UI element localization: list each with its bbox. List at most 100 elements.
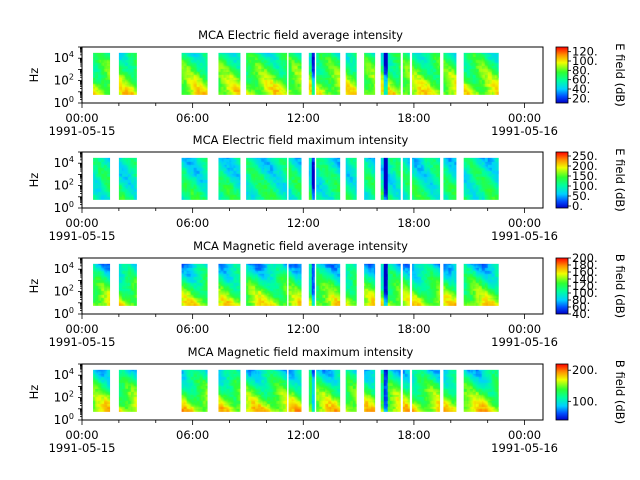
spectrogram-segment	[218, 157, 241, 200]
x-tick-label: 06:00	[176, 216, 209, 230]
colorbar-tick-label: 200.	[572, 363, 598, 377]
colorbar-label: E field (dB)	[613, 43, 627, 107]
x-tick-date: 1991-05-16	[491, 124, 558, 138]
y-tick-label: 104	[54, 261, 74, 276]
x-tick-label: 12:00	[287, 111, 320, 125]
spectrogram-segment	[181, 369, 208, 412]
panel-title: MCA Magnetic field maximum intensity	[188, 345, 414, 359]
colorbar-label: E field (dB)	[613, 148, 627, 212]
spectrogram-segment	[463, 157, 499, 200]
panel-title: MCA Electric field maximum intensity	[193, 133, 409, 147]
y-tick-label: 104	[54, 367, 74, 382]
spectrogram-segment	[218, 263, 241, 306]
colorbar-tick-label: 80.	[572, 293, 590, 307]
x-tick-label: 06:00	[176, 322, 209, 336]
x-tick-label: 18:00	[397, 216, 430, 230]
spectrogram-segment	[246, 263, 288, 306]
spectrogram-segment	[246, 52, 288, 95]
spectrogram-segment	[345, 52, 357, 95]
panel-2: MCA Electric field maximum intensity 100 1…	[27, 133, 627, 243]
spectrogram-segment	[118, 157, 137, 200]
colorbar-tick-label: 120.	[572, 45, 598, 59]
x-tick-date: 1991-05-15	[49, 124, 116, 138]
spectrogram-segment	[364, 157, 376, 200]
colorbar-tick-label: 100.	[572, 54, 598, 68]
spectrogram-segment	[412, 263, 441, 306]
spectrogram-segment	[181, 157, 208, 200]
y-axis-label: Hz	[27, 68, 41, 83]
spectrogram-segment	[246, 369, 288, 412]
colorbar-tick-label: 150.	[572, 169, 598, 183]
spectrogram-segment	[316, 157, 341, 200]
colorbar-tick-label: 60.	[572, 300, 590, 314]
spectrogram-segment	[345, 263, 357, 306]
colorbar-tick-label: 40.	[572, 82, 590, 96]
x-tick-label: 06:00	[176, 428, 209, 442]
spectrogram-segment	[463, 263, 499, 306]
y-tick-label: 102	[54, 178, 74, 193]
x-tick-label: 18:00	[397, 428, 430, 442]
spectrogram-segment	[380, 157, 401, 200]
colorbar-tick-label: 100.	[572, 286, 598, 300]
x-tick-label: 18:00	[397, 322, 430, 336]
colorbar-tick-label: 80.	[572, 63, 590, 77]
x-tick-date: 1991-05-16	[491, 441, 558, 455]
y-tick-label: 104	[54, 50, 74, 65]
spectrogram-segment	[308, 369, 315, 412]
spectrogram-segment	[316, 263, 341, 306]
spectrogram-segment	[412, 52, 441, 95]
spectrogram-segment	[316, 369, 341, 412]
colorbar-tick-label: 50.	[572, 189, 590, 203]
spectrogram-segment	[364, 263, 376, 306]
x-tick-label: 06:00	[176, 111, 209, 125]
spectrogram-segment	[443, 52, 457, 95]
spectrogram-segment	[308, 157, 315, 200]
colorbar-tick-label: 0.	[572, 199, 583, 213]
x-tick-date: 1991-05-15	[49, 229, 116, 243]
spectrogram-segment	[308, 52, 315, 95]
colorbar-label: B field (dB)	[613, 254, 627, 318]
spectrogram-segment	[402, 52, 410, 95]
spectrogram-segment	[380, 52, 401, 95]
colorbar-tick-label: 20.	[572, 91, 590, 105]
y-tick-label: 100	[54, 306, 74, 321]
colorbar-tick-label: 100.	[572, 394, 598, 408]
x-tick-label: 00:00	[65, 216, 98, 230]
colorbar-tick-label: 40.	[572, 307, 590, 321]
spectrogram-segment	[308, 263, 315, 306]
x-tick-label: 12:00	[287, 322, 320, 336]
colorbar-tick-label: 200.	[572, 251, 598, 265]
y-axis-label: Hz	[27, 279, 41, 294]
y-tick-label: 104	[54, 155, 74, 170]
spectrogram-segment	[93, 52, 111, 95]
spectrogram-segment	[443, 369, 457, 412]
spectrogram-segment	[246, 157, 288, 200]
spectrogram-segment	[316, 52, 341, 95]
x-tick-date: 1991-05-16	[491, 335, 558, 349]
colorbar-tick-label: 100.	[572, 179, 598, 193]
y-tick-label: 100	[54, 200, 74, 215]
spectrogram-segment	[288, 52, 302, 95]
spectrogram-segment	[93, 157, 111, 200]
y-axis-label: Hz	[27, 173, 41, 188]
spectrogram-segment	[412, 157, 441, 200]
x-tick-label: 18:00	[397, 111, 430, 125]
x-tick-date: 1991-05-16	[491, 229, 558, 243]
spectrogram-segment	[118, 52, 137, 95]
spectrogram-segment	[380, 263, 401, 306]
x-tick-label: 00:00	[508, 428, 541, 442]
x-tick-label: 00:00	[508, 111, 541, 125]
colorbar-tick-label: 140.	[572, 272, 598, 286]
panel-1: MCA Electric field average intensity 100 1…	[27, 28, 627, 138]
x-tick-label: 00:00	[65, 111, 98, 125]
spectrogram-segment	[463, 369, 499, 412]
spectrogram-segment	[218, 369, 241, 412]
spectrogram-segment	[402, 369, 410, 412]
x-tick-label: 00:00	[508, 322, 541, 336]
y-tick-label: 100	[54, 95, 74, 110]
colorbar-tick-label: 200.	[572, 159, 598, 173]
x-tick-date: 1991-05-15	[49, 335, 116, 349]
panel-title: MCA Magnetic field average intensity	[193, 239, 408, 253]
spectrogram-segment	[181, 263, 208, 306]
spectrogram-segment	[402, 157, 410, 200]
